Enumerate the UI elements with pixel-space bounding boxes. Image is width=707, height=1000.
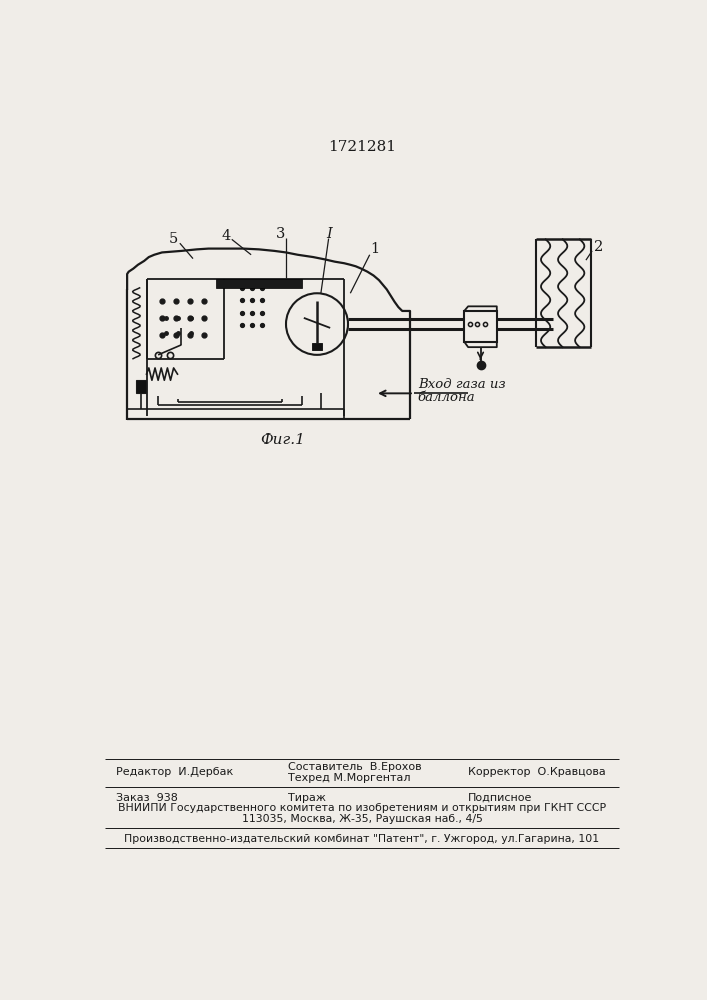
Text: 1721281: 1721281: [328, 140, 396, 154]
Text: баллона: баллона: [418, 391, 475, 404]
Text: Корректор  О.Кравцова: Корректор О.Кравцова: [468, 767, 606, 777]
Text: 2: 2: [594, 240, 603, 254]
Text: ВНИИПИ Государственного комитета по изобретениям и открытиям при ГКНТ СССР: ВНИИПИ Государственного комитета по изоб…: [118, 803, 606, 813]
Text: 3: 3: [276, 227, 285, 241]
Text: Тираж: Тираж: [288, 793, 327, 803]
Text: 1: 1: [370, 242, 380, 256]
Text: Подписное: Подписное: [468, 793, 532, 803]
Text: Заказ  938: Заказ 938: [115, 793, 177, 803]
Bar: [136, 380, 146, 393]
Text: Редактор  И.Дербак: Редактор И.Дербак: [115, 767, 233, 777]
Text: Техред М.Моргентал: Техред М.Моргентал: [288, 773, 411, 783]
Text: Составитель  В.Ерохов: Составитель В.Ерохов: [288, 762, 422, 772]
Text: Вход газа из: Вход газа из: [418, 378, 506, 391]
Text: 4: 4: [222, 229, 231, 242]
Text: 5: 5: [169, 232, 178, 246]
Bar: [464, 311, 497, 342]
Text: Фиг.1: Фиг.1: [259, 433, 305, 447]
Text: Производственно-издательский комбинат "Патент", г. Ужгород, ул.Гагарина, 101: Производственно-издательский комбинат "П…: [124, 834, 600, 844]
Bar: [216, 279, 301, 288]
Text: I: I: [326, 227, 332, 241]
Bar: [312, 343, 322, 350]
Text: 113035, Москва, Ж-35, Раушская наб., 4/5: 113035, Москва, Ж-35, Раушская наб., 4/5: [242, 814, 482, 824]
